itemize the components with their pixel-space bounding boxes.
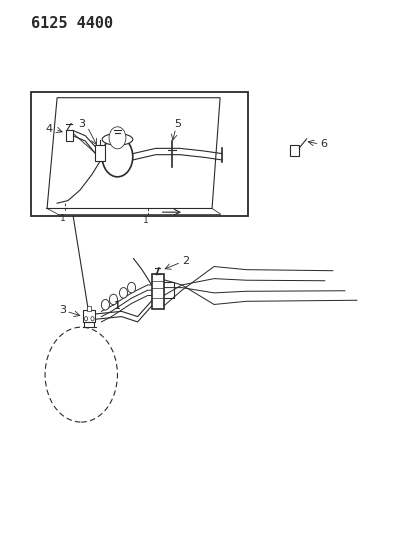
Text: 6125 4400: 6125 4400 [31, 16, 113, 31]
Text: 1: 1 [114, 301, 121, 311]
Circle shape [120, 288, 128, 298]
Bar [83, 310, 95, 322]
Circle shape [102, 137, 133, 177]
Circle shape [91, 317, 94, 321]
Circle shape [101, 300, 109, 310]
Bar [66, 130, 73, 141]
Text: 3: 3 [59, 305, 66, 315]
Text: 6: 6 [321, 139, 328, 149]
Circle shape [84, 317, 88, 321]
Text: 3: 3 [78, 119, 85, 129]
Text: 2: 2 [182, 256, 189, 266]
Ellipse shape [102, 134, 133, 145]
Circle shape [128, 282, 135, 293]
Circle shape [109, 294, 118, 305]
Text: 4: 4 [46, 124, 53, 134]
Bar [290, 145, 299, 156]
Bar [31, 92, 248, 216]
Bar [95, 145, 105, 161]
Bar [152, 274, 164, 309]
Text: 5: 5 [174, 119, 181, 129]
Circle shape [109, 127, 126, 149]
Bar [87, 306, 91, 311]
Circle shape [45, 327, 118, 422]
Text: 1: 1 [143, 216, 149, 225]
Text: 1: 1 [60, 214, 66, 223]
